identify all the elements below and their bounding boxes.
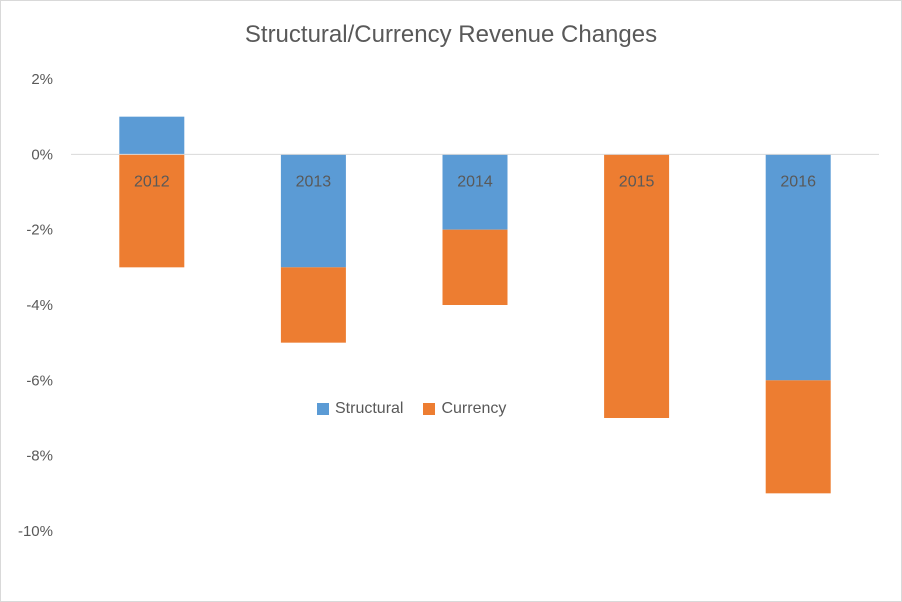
bar-structural-2013 — [280, 154, 346, 268]
legend-item-structural: Structural — [317, 400, 403, 418]
legend: Structural Currency — [317, 400, 526, 418]
category-label-2016: 2016 — [780, 173, 816, 190]
bar-currency-2016 — [765, 380, 831, 494]
bar-structural-2016 — [765, 154, 831, 381]
category-label-2015: 2015 — [619, 173, 655, 190]
chart-title: Structural/Currency Revenue Changes — [244, 21, 658, 48]
y-tick-label: -4% — [26, 297, 53, 314]
legend-item-currency: Currency — [423, 400, 506, 418]
bar-currency-2013 — [280, 267, 346, 343]
legend-swatch-structural — [317, 403, 329, 415]
y-tick-label: -10% — [18, 523, 53, 540]
y-tick-label: -6% — [26, 372, 53, 389]
legend-label-structural: Structural — [335, 400, 404, 417]
y-tick-label: -8% — [26, 448, 53, 465]
y-tick-label: -2% — [26, 222, 53, 239]
category-label-2013: 2013 — [296, 173, 332, 190]
bar-currency-2014 — [442, 229, 508, 305]
category-label-2012: 2012 — [134, 173, 170, 190]
y-tick-label: 0% — [31, 146, 53, 163]
y-tick-label: 2% — [31, 71, 53, 88]
bar-structural-2012 — [119, 116, 185, 155]
legend-label-currency: Currency — [441, 400, 507, 417]
legend-swatch-currency — [423, 403, 436, 415]
bar-currency-2012 — [119, 154, 185, 268]
bar-structural-2014 — [442, 154, 508, 230]
category-label-2014: 2014 — [457, 173, 493, 190]
bar-currency-2015 — [604, 154, 670, 419]
